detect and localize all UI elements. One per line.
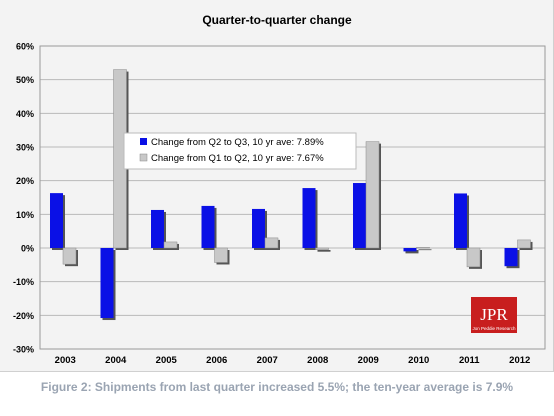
legend-label-q1-q2: Change from Q1 to Q2, 10 yr ave: 7.67%	[151, 153, 324, 164]
x-tick-label: 2012	[509, 355, 530, 366]
x-tick-label: 2006	[206, 355, 227, 366]
x-tick-label: 2004	[105, 355, 127, 366]
y-axis-tick-labels: 60% 50% 40% 30% 20% 10% 0% -10% -20% -30%	[13, 42, 34, 355]
y-tick-label: 20%	[16, 176, 34, 186]
bar-2010-series-2	[416, 247, 430, 249]
x-tick-label: 2010	[408, 355, 429, 366]
bar-2010-series-1	[403, 248, 417, 252]
y-tick-label: 10%	[16, 210, 34, 220]
chart-title: Quarter-to-quarter change	[202, 13, 352, 27]
bar-2007-series-2	[264, 237, 279, 249]
x-tick-label: 2007	[257, 355, 278, 366]
bar-2012-series-2	[517, 239, 531, 249]
chart-frame	[0, 0, 554, 372]
y-tick-label: -30%	[13, 345, 34, 355]
bars	[50, 69, 533, 321]
bar-2008-series-2	[315, 247, 329, 250]
legend-swatch-q1-q2	[139, 153, 148, 162]
bar-2012-series-1	[504, 248, 518, 267]
bar-2009-series-2	[365, 141, 380, 249]
jpr-logo: JPR Jon Peddie Research	[471, 297, 517, 333]
bar-2006-series-1	[201, 205, 215, 248]
bar-2003-series-1	[50, 193, 63, 248]
legend-swatch-q2-q3	[140, 138, 147, 145]
y-tick-label: -20%	[13, 311, 34, 321]
bar-shadow	[317, 250, 331, 252]
figure-caption: Figure 2: Shipments from last quarter in…	[40, 380, 514, 394]
x-tick-label: 2009	[358, 355, 379, 366]
bar-2011-series-2	[466, 247, 481, 268]
bar-2004-series-1	[100, 248, 114, 319]
x-tick-label: 2008	[307, 355, 328, 366]
x-tick-label: 2003	[55, 355, 76, 366]
y-tick-label: 0%	[21, 244, 34, 254]
x-tick-label: 2011	[459, 355, 480, 366]
y-tick-label: 60%	[16, 42, 34, 52]
bar-chart: Quarter-to-quarter change 60% 50% 40% 30% 20…	[13, 13, 546, 366]
y-tick-label: 30%	[16, 143, 34, 153]
legend: Change from Q2 to Q3, 10 yr ave: 7.89% C…	[123, 132, 357, 170]
x-tick-label: 2005	[156, 355, 178, 366]
bar-shadow	[405, 250, 419, 254]
logo-subtext: Jon Peddie Research	[472, 326, 516, 331]
bar-2007-series-1	[252, 208, 265, 248]
grid-lines	[39, 45, 546, 350]
bar-2003-series-2	[62, 247, 77, 265]
plot-border	[39, 45, 546, 350]
y-tick-label: 50%	[16, 75, 34, 85]
bar-2006-series-2	[214, 247, 228, 263]
legend-label-q2-q3: Change from Q2 to Q3, 10 yr ave: 7.89%	[151, 137, 324, 148]
bar-2008-series-1	[302, 188, 316, 248]
y-tick-label: -10%	[13, 277, 34, 287]
bar-2011-series-1	[454, 193, 467, 248]
logo-text: JPR	[480, 305, 508, 324]
y-tick-label: 40%	[16, 109, 34, 119]
bar-2005-series-1	[151, 209, 164, 248]
bar-shadow	[418, 249, 432, 251]
bar-2005-series-2	[163, 241, 178, 249]
bar-2009-series-1	[353, 183, 366, 248]
x-axis-tick-labels: 2003 2004 2005 2006 2007 2008 2009 2010 2011 2012	[55, 355, 531, 366]
